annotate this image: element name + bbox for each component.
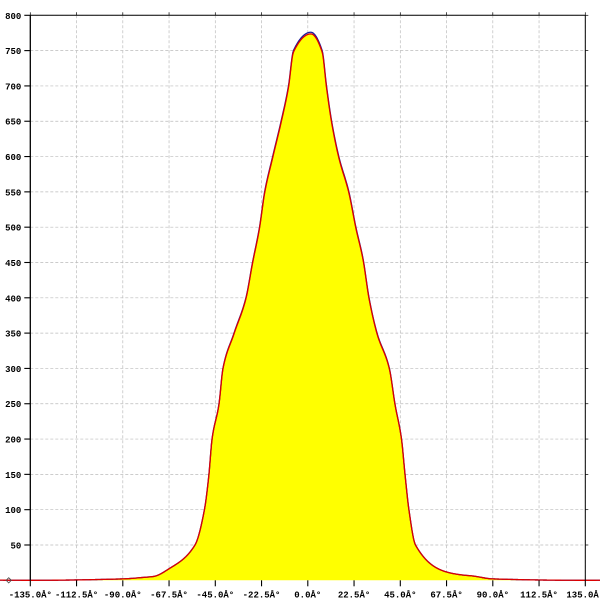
svg-text:112.5Å°: 112.5Å° xyxy=(520,589,558,600)
svg-text:250: 250 xyxy=(5,400,21,410)
svg-text:67.5Å°: 67.5Å° xyxy=(430,589,462,600)
svg-text:300: 300 xyxy=(5,365,21,375)
svg-text:100: 100 xyxy=(5,506,21,516)
svg-text:90.0Å°: 90.0Å° xyxy=(477,589,509,600)
svg-text:-135.0Å°: -135.0Å° xyxy=(9,589,52,600)
svg-text:150: 150 xyxy=(5,471,21,481)
svg-text:750: 750 xyxy=(5,47,21,57)
svg-text:0.0Å°: 0.0Å° xyxy=(294,589,321,600)
svg-text:650: 650 xyxy=(5,118,21,128)
svg-text:400: 400 xyxy=(5,294,21,304)
svg-text:135.0Å°: 135.0Å° xyxy=(566,589,600,600)
svg-text:450: 450 xyxy=(5,259,21,269)
svg-text:45.0Å°: 45.0Å° xyxy=(384,589,416,600)
svg-text:700: 700 xyxy=(5,82,21,92)
svg-text:350: 350 xyxy=(5,330,21,340)
svg-text:-22.5Å°: -22.5Å° xyxy=(243,589,281,600)
svg-text:50: 50 xyxy=(10,541,21,551)
svg-text:-112.5Å°: -112.5Å° xyxy=(55,589,98,600)
svg-text:200: 200 xyxy=(5,436,21,446)
svg-text:800: 800 xyxy=(5,12,21,22)
svg-text:500: 500 xyxy=(5,224,21,234)
svg-text:550: 550 xyxy=(5,188,21,198)
svg-text:-67.5Å°: -67.5Å° xyxy=(150,589,188,600)
svg-text:-90.0Å°: -90.0Å° xyxy=(104,589,142,600)
svg-text:-45.0Å°: -45.0Å° xyxy=(196,589,234,600)
svg-text:600: 600 xyxy=(5,153,21,163)
svg-text:22.5Å°: 22.5Å° xyxy=(338,589,370,600)
